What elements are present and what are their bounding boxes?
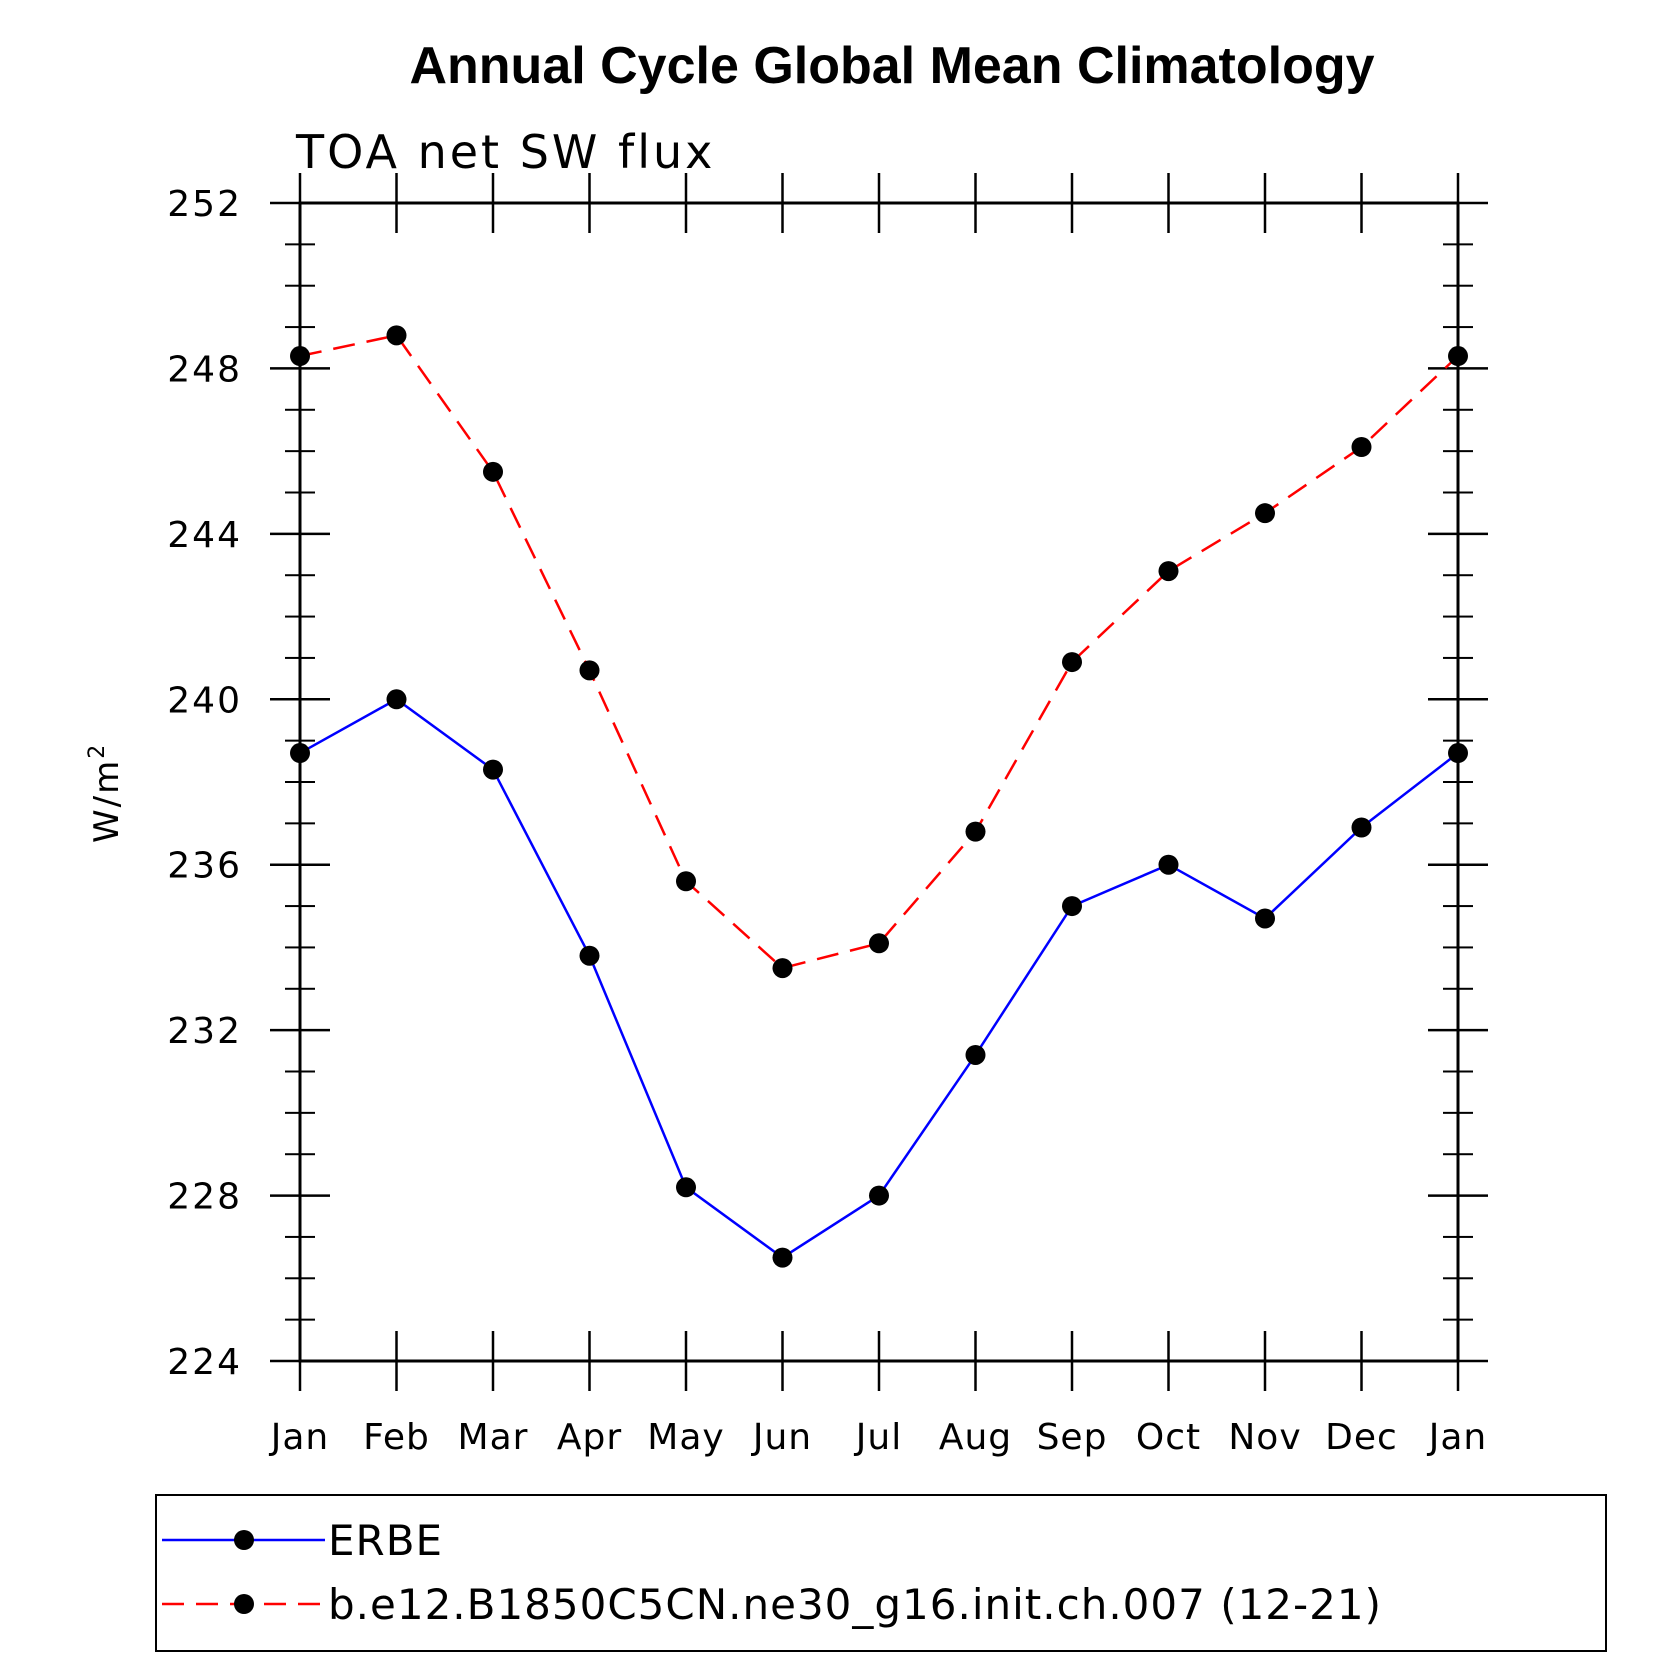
legend-marker-1 bbox=[234, 1530, 254, 1550]
series-2-marker bbox=[386, 325, 407, 346]
legend-box bbox=[155, 1494, 1607, 1652]
series-1-marker bbox=[1351, 817, 1372, 838]
y-tick-label: 240 bbox=[167, 680, 242, 721]
x-tick-label: Sep bbox=[1037, 1417, 1108, 1458]
x-tick-label: Apr bbox=[557, 1417, 622, 1458]
series-line-1 bbox=[299, 697, 1459, 1260]
series-2-marker bbox=[965, 821, 986, 842]
series-1-marker bbox=[1255, 908, 1275, 929]
legend-label-1: ERBE bbox=[328, 1516, 443, 1565]
series-2-marker bbox=[1158, 561, 1179, 582]
y-tick-label: 248 bbox=[167, 349, 242, 390]
series-2-marker bbox=[676, 871, 696, 892]
series-2-marker bbox=[579, 660, 600, 681]
y-axis-label-superscript: 2 bbox=[85, 743, 110, 759]
series-1-marker bbox=[386, 689, 407, 710]
x-tick-label: May bbox=[647, 1417, 724, 1458]
x-tick-label: Jul bbox=[854, 1417, 902, 1458]
x-tick-label: Jan bbox=[1427, 1417, 1488, 1458]
series-1-marker bbox=[965, 1044, 986, 1065]
series-1-marker bbox=[1158, 854, 1179, 875]
legend: ERBE b.e12.B1850C5CN.ne30_g16.init.ch.007… bbox=[162, 1516, 1382, 1629]
y-axis-label: W/m2 bbox=[85, 743, 127, 843]
series-2-marker bbox=[1255, 503, 1275, 524]
series-1-marker bbox=[676, 1177, 696, 1198]
y-tick-label: 232 bbox=[167, 1011, 242, 1052]
chart-title: Annual Cycle Global Mean Climatology bbox=[409, 37, 1374, 95]
y-tick-label: 228 bbox=[167, 1177, 242, 1218]
series-line-2 bbox=[299, 333, 1459, 970]
x-tick-label: Aug bbox=[939, 1417, 1012, 1458]
legend-marker-2 bbox=[234, 1594, 254, 1614]
y-tick-label: 236 bbox=[167, 846, 242, 887]
series-2-marker bbox=[1448, 346, 1468, 367]
x-tick-label: Nov bbox=[1228, 1417, 1301, 1458]
x-tick-label: Jun bbox=[751, 1417, 812, 1458]
x-tick-label: Feb bbox=[363, 1417, 430, 1458]
y-tick-label: 224 bbox=[167, 1342, 242, 1383]
legend-label-2: b.e12.B1850C5CN.ne30_g16.init.ch.007 (12… bbox=[328, 1580, 1382, 1629]
series-1-marker bbox=[1062, 896, 1082, 917]
series-1-marker bbox=[483, 759, 503, 780]
series-1-marker bbox=[869, 1185, 889, 1206]
series-2-marker bbox=[772, 958, 793, 979]
x-tick-label: Jan bbox=[269, 1417, 330, 1458]
y-tick-label: 252 bbox=[167, 184, 242, 225]
series-1-marker bbox=[579, 945, 600, 966]
series-layer bbox=[290, 325, 1468, 1268]
series-1-marker bbox=[1448, 743, 1468, 764]
series-2-marker bbox=[483, 461, 503, 482]
series-2-marker bbox=[869, 933, 889, 954]
x-tick-label: Oct bbox=[1136, 1417, 1201, 1458]
x-tick-label: Mar bbox=[458, 1417, 529, 1458]
series-2-marker bbox=[290, 346, 310, 367]
x-tick-label: Dec bbox=[1325, 1417, 1398, 1458]
series-2-marker bbox=[1062, 652, 1082, 673]
y-tick-label: 244 bbox=[167, 515, 242, 556]
series-1-marker bbox=[290, 743, 310, 764]
y-axis-label-text: W/m bbox=[87, 759, 127, 843]
series-2-marker bbox=[1351, 437, 1372, 458]
chart-subtitle: TOA net SW flux bbox=[295, 125, 715, 179]
x-axis-ticks: Jan Feb Mar Apr May Jun Jul Aug Sep Oct Nov Dec Jan bbox=[269, 173, 1488, 1458]
series-1-marker bbox=[772, 1247, 793, 1268]
y-axis-ticks: 224 228 232 236 240 244 248 252 bbox=[167, 184, 1488, 1383]
